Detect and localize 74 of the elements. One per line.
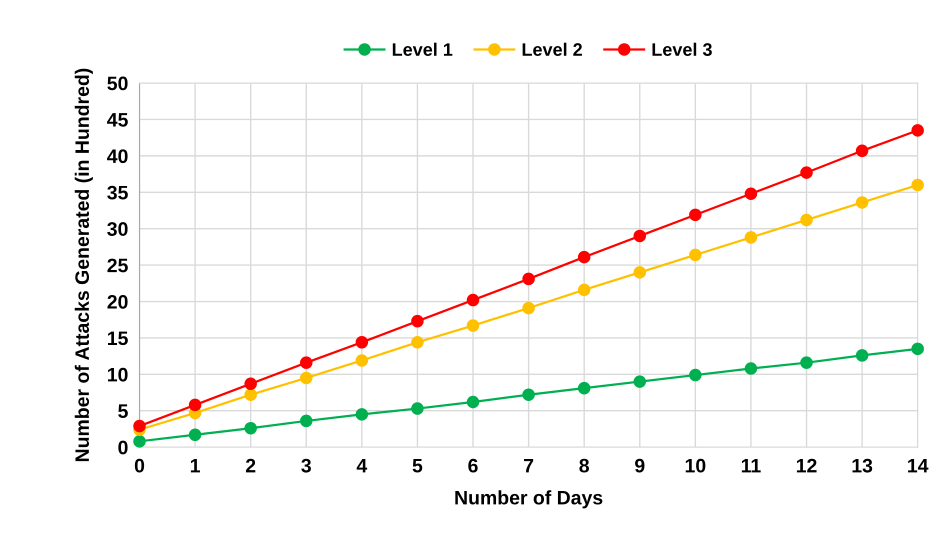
y-tick-label: 35 bbox=[107, 186, 128, 200]
point bbox=[244, 388, 257, 401]
legend-label: Level 2 bbox=[522, 42, 582, 56]
x-axis-title: Number of Days bbox=[455, 490, 602, 508]
point bbox=[634, 230, 646, 242]
point bbox=[856, 349, 868, 362]
point bbox=[411, 314, 424, 328]
point bbox=[466, 396, 480, 408]
y-tick-label: 15 bbox=[108, 332, 128, 346]
x-tick-label: 4 bbox=[356, 458, 368, 472]
point bbox=[356, 336, 368, 349]
y-tick-label: 0 bbox=[118, 440, 128, 454]
point bbox=[800, 166, 813, 179]
point bbox=[911, 342, 924, 356]
point bbox=[800, 356, 813, 369]
point bbox=[578, 250, 590, 264]
point bbox=[689, 248, 702, 262]
point bbox=[188, 428, 202, 442]
x-tick-label: 11 bbox=[742, 458, 761, 472]
point bbox=[911, 124, 924, 137]
y-tick-label: 50 bbox=[107, 76, 128, 90]
point bbox=[188, 398, 202, 412]
point bbox=[300, 372, 313, 384]
point bbox=[634, 266, 646, 279]
x-tick-label: 10 bbox=[686, 458, 706, 473]
point bbox=[800, 214, 813, 226]
point bbox=[856, 144, 868, 158]
point bbox=[300, 414, 313, 428]
point bbox=[578, 284, 590, 296]
x-tick-label: 9 bbox=[635, 458, 644, 473]
point bbox=[244, 422, 257, 434]
x-tick-label: 1 bbox=[190, 458, 200, 472]
point bbox=[133, 435, 146, 448]
point bbox=[133, 420, 146, 432]
point bbox=[522, 272, 535, 286]
point bbox=[634, 375, 646, 388]
x-tick-label: 3 bbox=[301, 458, 311, 473]
point bbox=[522, 388, 535, 401]
x-tick-label: 8 bbox=[579, 458, 589, 473]
point bbox=[689, 368, 702, 382]
point bbox=[411, 402, 424, 415]
x-tick-label: 2 bbox=[246, 458, 256, 472]
x-tick-label: 13 bbox=[852, 458, 872, 473]
y-tick-label: 30 bbox=[107, 222, 128, 236]
y-tick-label: 40 bbox=[107, 149, 128, 164]
legend-label: Level 3 bbox=[652, 42, 712, 56]
y-tick-label: 5 bbox=[118, 404, 128, 418]
point bbox=[411, 336, 424, 349]
y-tick-label: 10 bbox=[108, 368, 128, 382]
y-tick-label: 25 bbox=[107, 258, 128, 272]
point bbox=[689, 208, 702, 222]
point bbox=[244, 378, 257, 390]
x-tick-label: 0 bbox=[134, 458, 144, 473]
point bbox=[578, 382, 590, 394]
x-tick-label: 6 bbox=[468, 458, 478, 473]
x-tick-label: 5 bbox=[412, 458, 422, 473]
y-axis-title: Number of Attacks Generated (in Hundred) bbox=[74, 68, 93, 462]
point bbox=[522, 302, 535, 314]
y-tick-label: 45 bbox=[107, 113, 128, 127]
x-tick-label: 14 bbox=[908, 458, 928, 472]
point bbox=[744, 362, 758, 375]
point bbox=[911, 178, 924, 192]
point bbox=[300, 356, 313, 369]
x-tick-label: 12 bbox=[796, 458, 817, 472]
point bbox=[356, 408, 368, 421]
x-tick-label: 7 bbox=[524, 458, 534, 472]
point bbox=[744, 187, 758, 200]
legend-label: Level 1 bbox=[392, 42, 452, 56]
point bbox=[466, 294, 480, 306]
point bbox=[356, 354, 368, 367]
point bbox=[466, 319, 480, 332]
y-tick-label: 20 bbox=[107, 294, 128, 309]
point bbox=[744, 231, 758, 244]
point bbox=[856, 196, 868, 209]
